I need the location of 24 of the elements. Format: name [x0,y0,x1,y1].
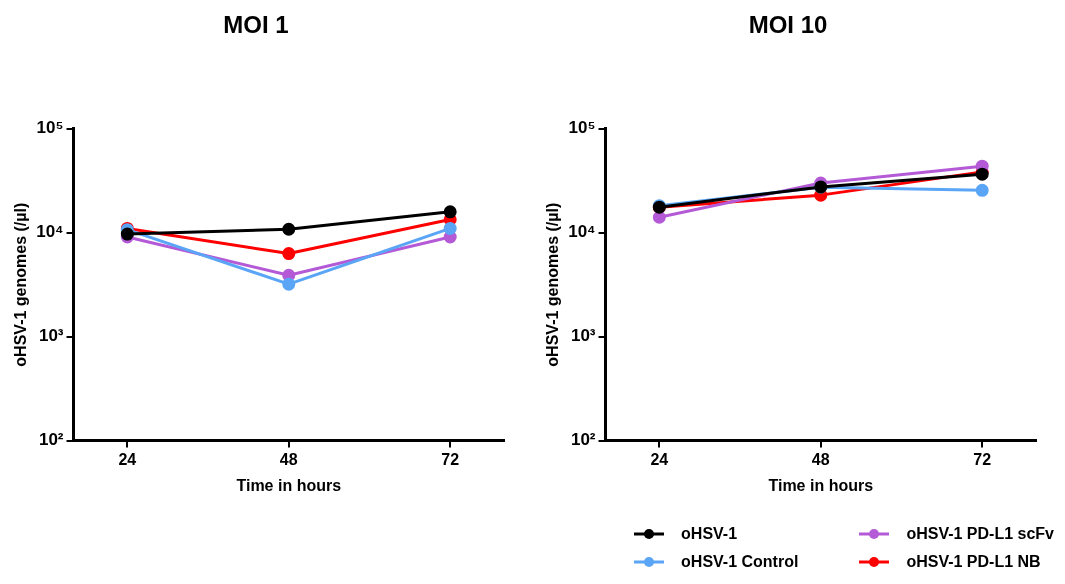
chart-title: MOI 10 [748,11,828,39]
y-axis-title: oHSV-1 genomes (/µl) [544,202,562,367]
x-tick-label: 48 [811,450,830,468]
chart-title: MOI 1 [223,11,289,39]
legend-label: oHSV-1 PD-L1 scFv [906,525,1054,543]
y-tick-label: 10² [570,430,596,450]
x-tick-label: 48 [279,450,298,468]
y-axis-title: oHSV-1 genomes (/µl) [12,202,30,367]
x-tick-label: 24 [118,450,137,468]
x-tick-label: 72 [441,450,460,468]
y-tick-label: 10⁴ [36,222,64,242]
legend-label: oHSV-1 PD-L1 NB [906,553,1041,571]
x-axis-title: Time in hours [236,476,342,494]
y-tick-label: 10⁴ [568,222,596,242]
y-tick-label: 10⁵ [568,118,596,138]
y-tick-label: 10² [38,430,64,450]
y-tick-label: 10³ [570,326,596,346]
legend-label: oHSV-1 Control [681,553,799,571]
x-tick-label: 24 [650,450,669,468]
x-axis-title: Time in hours [768,476,874,494]
y-tick-label: 10⁵ [36,118,64,138]
x-tick-label: 72 [973,450,992,468]
y-tick-label: 10³ [38,326,64,346]
legend-label: oHSV-1 [681,525,738,543]
